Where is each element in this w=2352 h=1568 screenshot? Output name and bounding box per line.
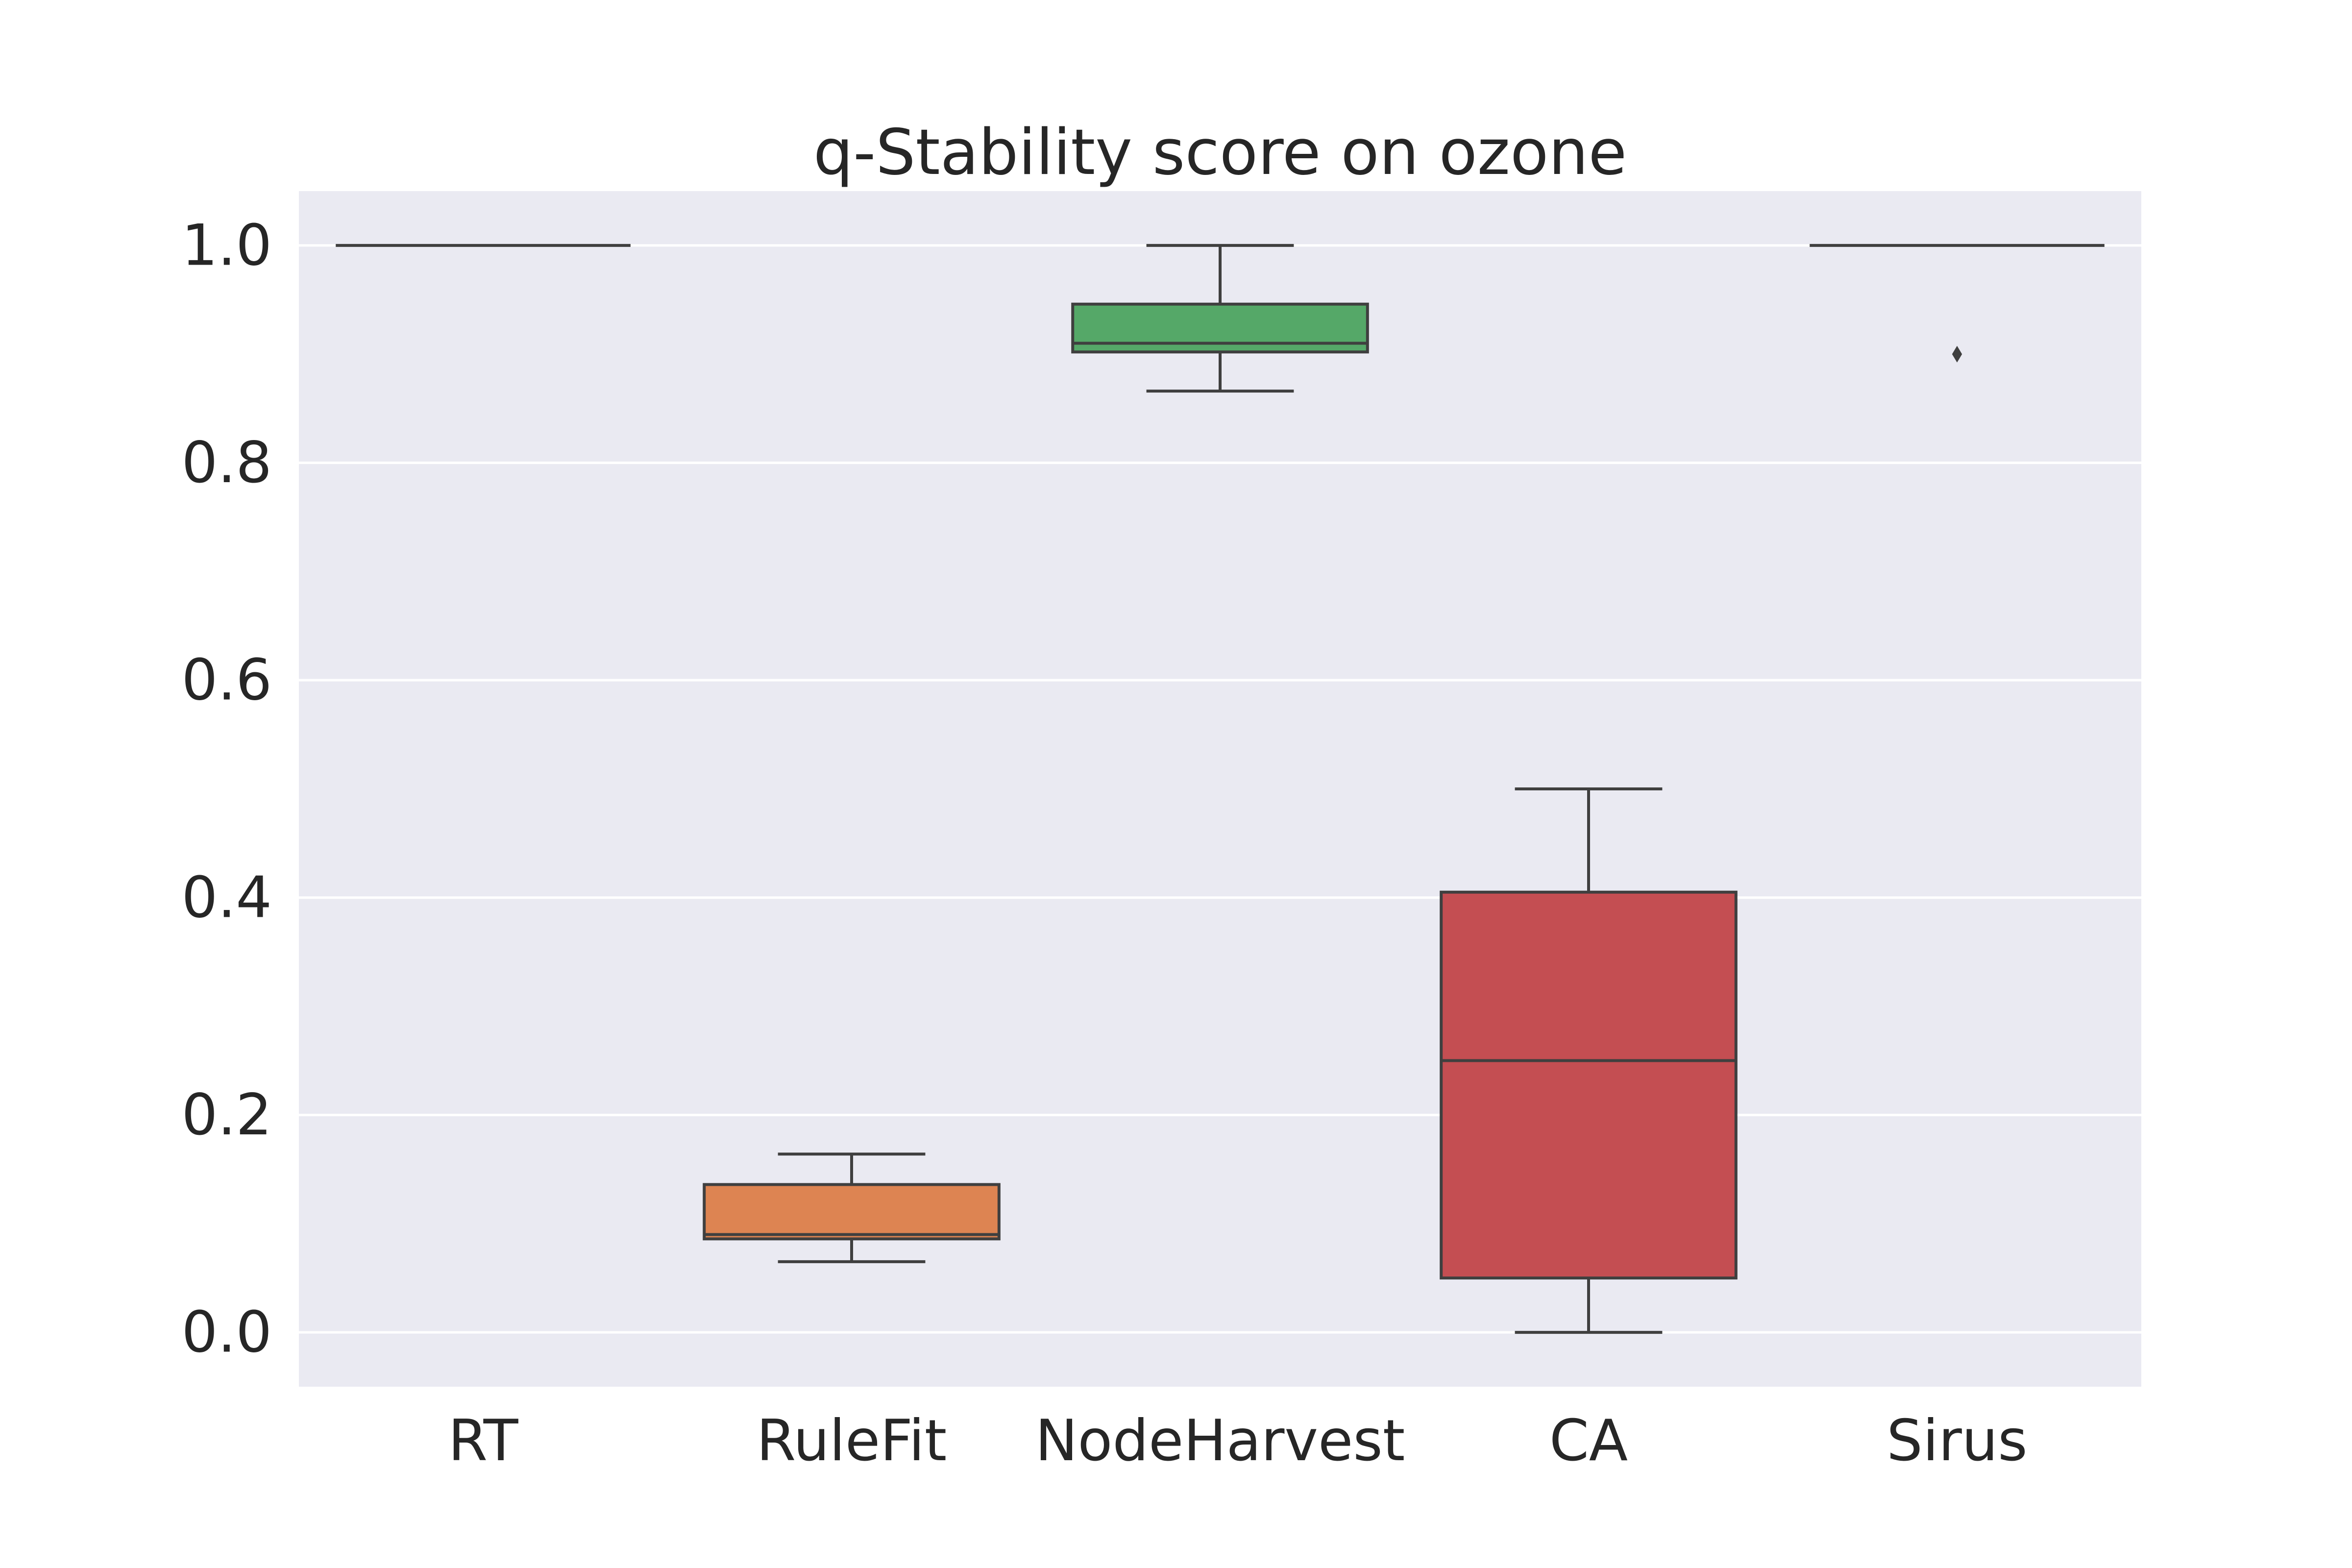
y-tick-label: 0.4 — [182, 864, 272, 931]
iqr-box — [703, 1183, 1001, 1241]
y-tick-label: 0.2 — [182, 1082, 272, 1148]
x-tick-label: RuleFit — [757, 1408, 947, 1474]
box-group — [703, 1152, 1001, 1263]
y-axis-tick-labels: 0.0 0.2 0.4 0.6 0.8 1.0 — [182, 212, 272, 1365]
box-series — [336, 244, 2105, 1334]
box-group — [1440, 787, 1738, 1334]
iqr-box — [1071, 302, 1369, 354]
x-tick-label: RT — [448, 1408, 518, 1474]
chart-title: q-Stability score on ozone — [813, 116, 1627, 189]
y-tick-label: 0.6 — [182, 647, 272, 713]
y-tick-label: 1.0 — [182, 212, 272, 278]
x-tick-label: NodeHarvest — [1035, 1408, 1405, 1474]
x-axis-tick-labels: RT RuleFit NodeHarvest CA Sirus — [448, 1408, 2027, 1474]
x-tick-label: CA — [1549, 1408, 1628, 1474]
box-group — [1071, 244, 1369, 393]
y-tick-label: 0.8 — [182, 430, 272, 496]
x-tick-label: Sirus — [1886, 1408, 2028, 1474]
outlier-point — [1952, 345, 1962, 363]
y-tick-label: 0.0 — [182, 1299, 272, 1366]
box-group — [1810, 244, 2105, 363]
iqr-box — [1440, 890, 1738, 1280]
